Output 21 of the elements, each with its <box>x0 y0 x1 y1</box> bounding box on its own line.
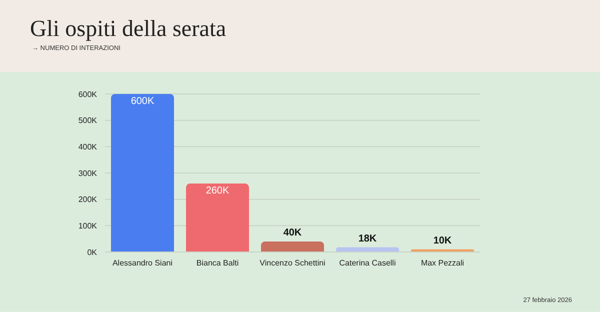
data-label: 10K <box>433 235 452 246</box>
x-tick-label: Vincenzo Schettini <box>260 258 326 268</box>
x-tick-label: Max Pezzali <box>420 258 464 268</box>
x-tick-label: Bianca Balti <box>196 258 239 268</box>
bar <box>111 94 174 252</box>
x-tick-label: Alessandro Siani <box>112 258 173 268</box>
y-tick-label: 300K <box>78 168 98 178</box>
y-tick-label: 0K <box>87 248 98 257</box>
chart-title: Gli ospiti della serata <box>30 16 226 42</box>
x-tick-label: Caterina Caselli <box>339 258 396 268</box>
bar <box>186 184 249 252</box>
y-tick-label: 200K <box>78 195 98 204</box>
y-tick-label: 500K <box>78 116 98 126</box>
data-label: 18K <box>358 233 378 244</box>
data-label: 600K <box>130 96 155 107</box>
y-tick-label: 400K <box>78 142 98 152</box>
data-label: 260K <box>206 186 230 197</box>
data-label: 40K <box>283 227 302 238</box>
y-tick-label: 600K <box>78 90 98 99</box>
bar <box>261 241 324 252</box>
y-tick-label: 100K <box>78 222 98 231</box>
